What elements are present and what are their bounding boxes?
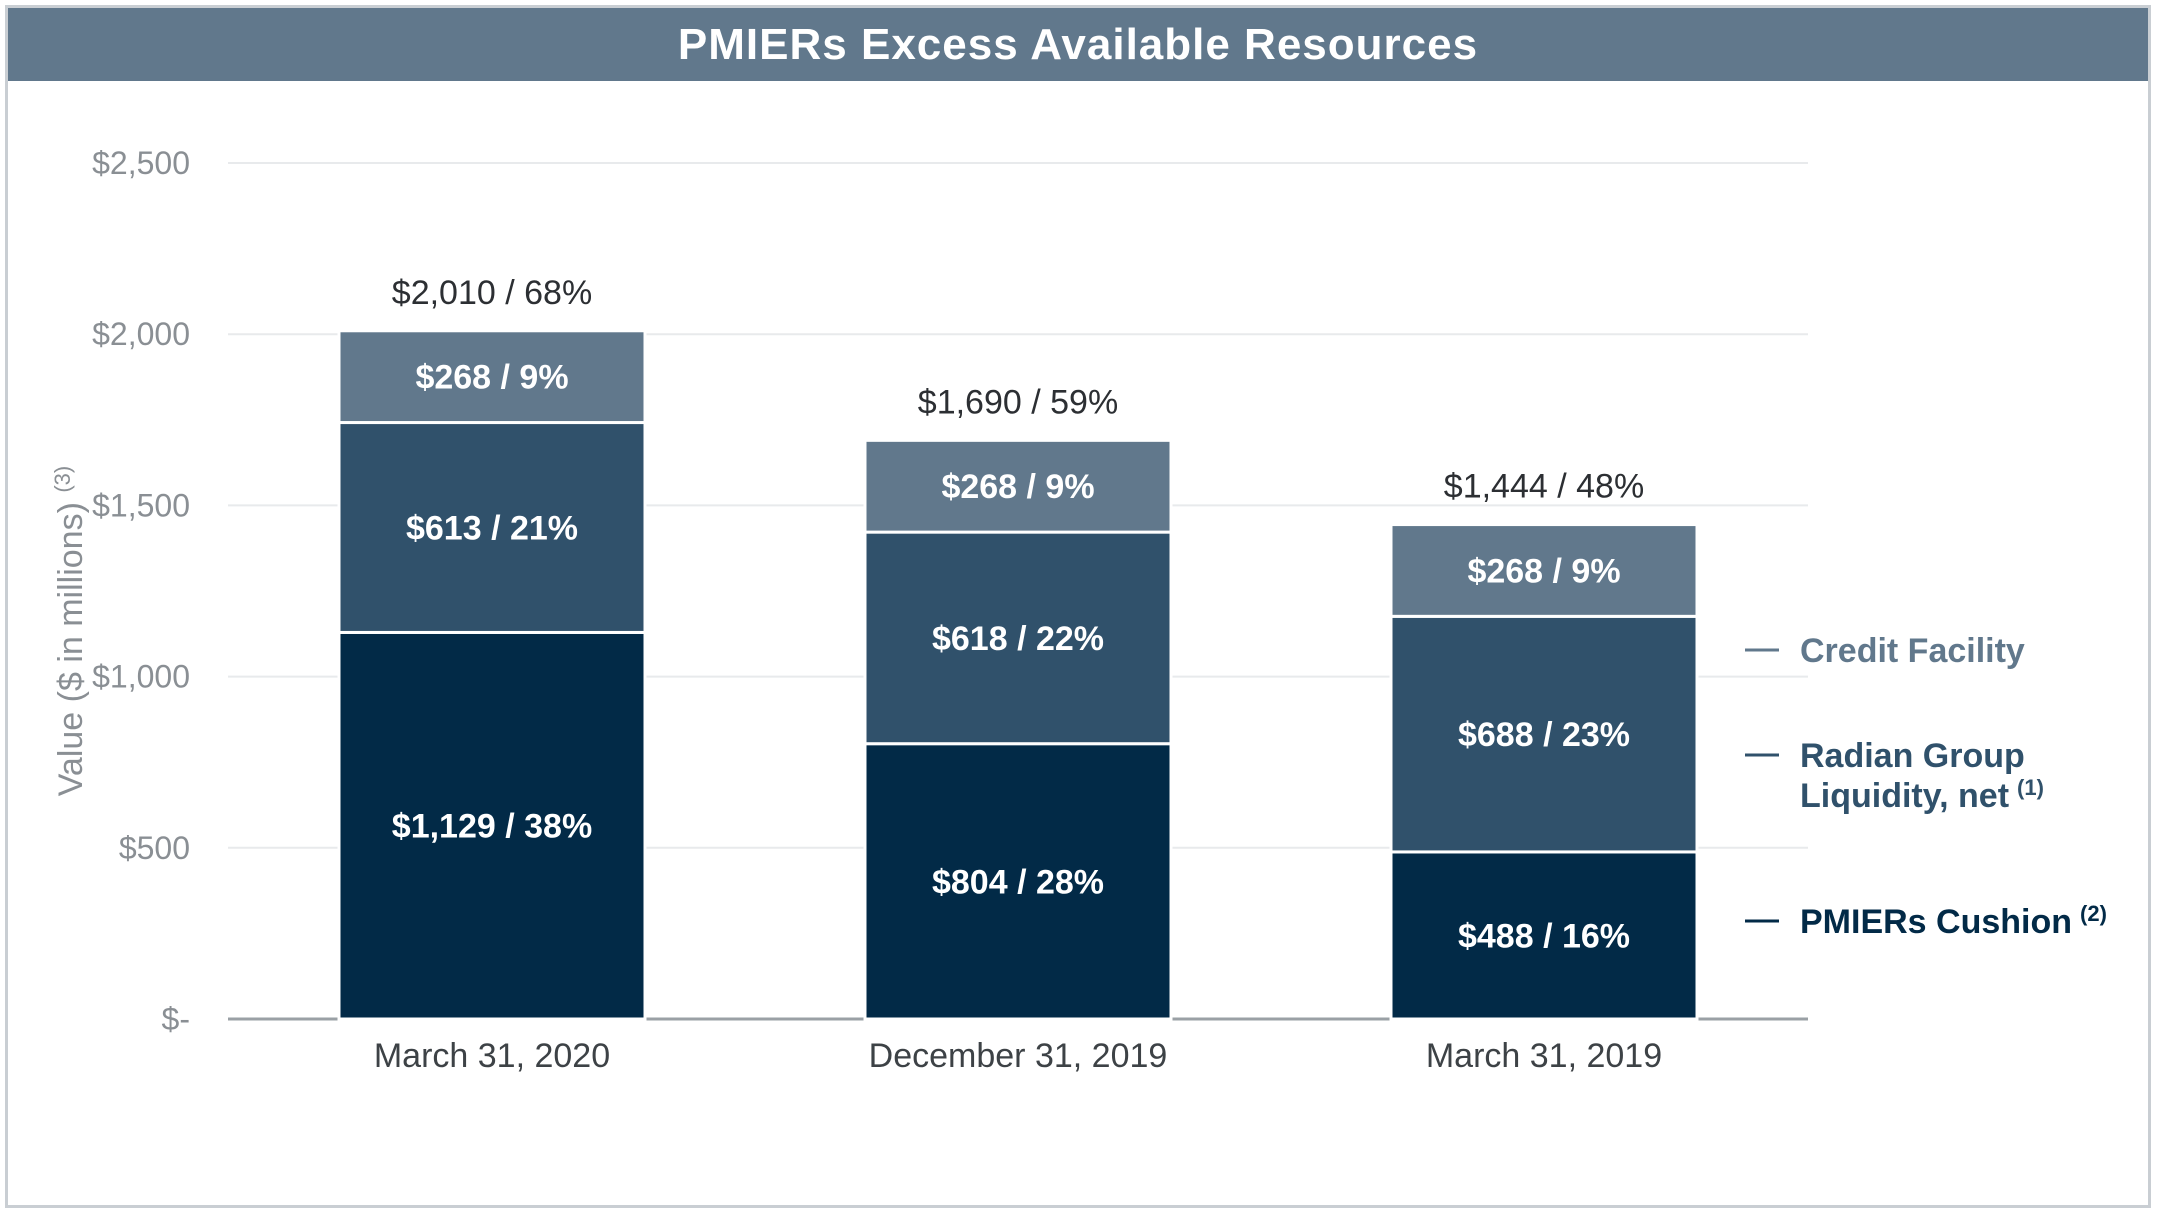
bar-total-label: $2,010 / 68% <box>392 274 592 312</box>
bar-segment <box>863 438 1173 534</box>
legend-label: Credit Facility <box>1800 632 2025 670</box>
legend-label: Radian Group <box>1800 737 2025 775</box>
y-tick-label: $2,000 <box>92 316 190 352</box>
bar-segment-label: $804 / 28% <box>932 863 1104 901</box>
bar-total-label: $1,444 / 48% <box>1444 468 1644 506</box>
y-tick-label: $1,000 <box>92 659 190 695</box>
chart-title-bar: PMIERs Excess Available Resources <box>8 8 2148 81</box>
bar-total-label: $1,690 / 59% <box>918 383 1118 421</box>
x-category-label: March 31, 2020 <box>374 1037 610 1075</box>
x-category-label: March 31, 2019 <box>1426 1037 1662 1075</box>
legend-label: PMIERs Cushion (2) <box>1800 901 2107 941</box>
bar-segment <box>337 329 647 425</box>
legend-label-text: Credit Facility <box>1800 632 2025 670</box>
legend-label-text: Liquidity, net <box>1800 777 2009 815</box>
legend-label-superscript: (1) <box>2017 775 2044 800</box>
y-tick-label: $1,500 <box>92 487 190 523</box>
y-tick-label: $- <box>162 1001 190 1037</box>
legend-label-text: PMIERs Cushion <box>1800 903 2072 941</box>
x-category-label: December 31, 2019 <box>869 1037 1168 1075</box>
legend-label: Liquidity, net (1) <box>1800 775 2044 815</box>
bar-segment <box>337 630 647 1021</box>
bar-segment-label: $613 / 21% <box>406 509 578 547</box>
bar-segment <box>863 742 1173 1021</box>
legend-label-superscript: (2) <box>2080 901 2107 926</box>
y-axis-title-text: Value ($ in millions) <box>52 493 90 797</box>
bar-segment-label: $1,129 / 38% <box>392 808 592 846</box>
bar-segment-label: $618 / 22% <box>932 620 1104 658</box>
legend-label-text: Radian Group <box>1800 737 2025 775</box>
y-axis-title: Value ($ in millions) (3) <box>50 466 90 796</box>
bar-segment-label: $268 / 9% <box>941 468 1094 506</box>
bar-segment-label: $488 / 16% <box>1458 917 1630 955</box>
bar-segment <box>863 530 1173 746</box>
y-axis-title-superscript: (3) <box>50 466 75 493</box>
y-tick-label: $2,500 <box>92 145 190 181</box>
bar-segment <box>1389 523 1699 618</box>
bar-segment-label: $688 / 23% <box>1458 716 1630 754</box>
bar-segment-label: $268 / 9% <box>415 359 568 397</box>
bar-segment <box>1389 850 1699 1021</box>
chart-title: PMIERs Excess Available Resources <box>677 19 1479 69</box>
y-tick-label: $500 <box>119 830 190 866</box>
bar-segment-label: $268 / 9% <box>1467 552 1620 590</box>
